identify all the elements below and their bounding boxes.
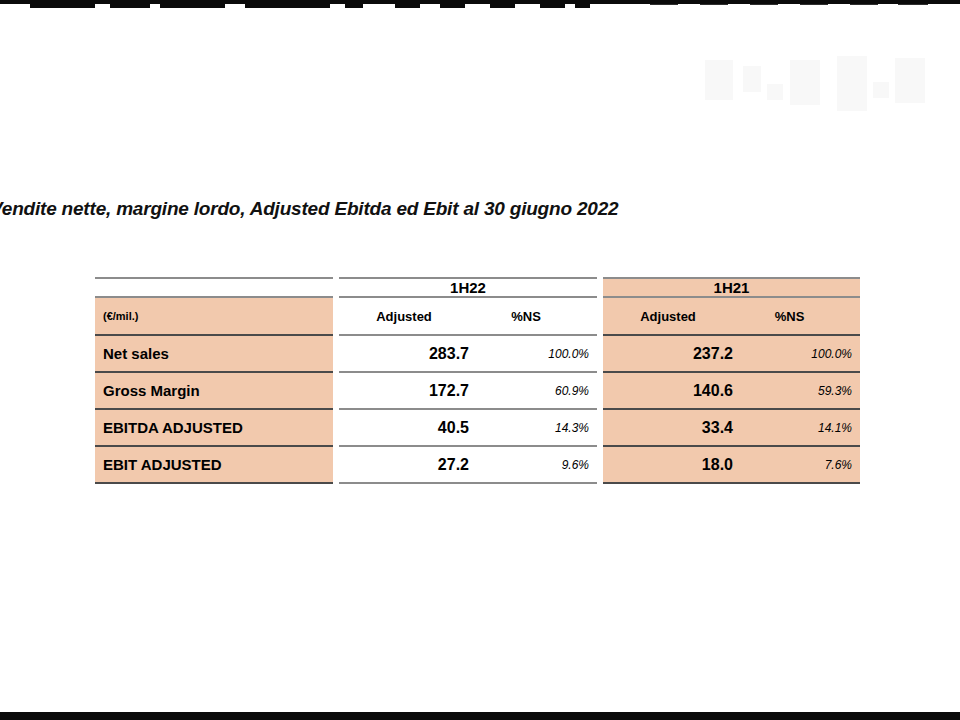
bottom-crop-bar [0,712,960,720]
table-row: 237.2 100.0% [603,336,860,373]
table-row: 27.2 9.6% [339,447,597,484]
top-crop-mark [160,3,225,8]
adjusted-value-1h21: 140.6 [603,382,733,400]
subheader-adjusted-1h22: Adjusted [339,309,469,324]
ns-value-1h21: 59.3% [733,384,860,398]
row-label: EBIT ADJUSTED [95,447,333,484]
top-crop-mark [750,3,778,5]
column-group-1h22: 1H22 [339,277,597,298]
watermark-block [873,82,889,98]
ns-value-1h21: 14.1% [733,421,860,435]
top-crop-mark [110,3,150,8]
ns-value-1h22: 100.0% [469,347,597,361]
top-crop-mark [395,3,420,8]
watermark-block [837,56,867,111]
faint-watermark [695,52,925,122]
adjusted-value-1h22: 40.5 [339,419,469,437]
financial-table: 1H22 1H21 (€/mil.) Adjusted %NS Adjusted… [95,277,860,484]
top-crop-mark [800,3,828,5]
subheader-1h21: Adjusted %NS [603,298,860,336]
ns-value-1h21: 7.6% [733,458,860,472]
row-label: Gross Margin [95,373,333,410]
top-crop-mark [345,3,363,8]
watermark-block [790,60,820,105]
adjusted-value-1h21: 237.2 [603,345,733,363]
row-label: Net sales [95,336,333,373]
top-crop-mark [650,3,678,5]
top-crop-mark [30,3,95,8]
column-group-1h21: 1H21 [603,277,860,298]
subheader-ns-1h21: %NS [733,309,860,324]
ns-value-1h22: 14.3% [469,421,597,435]
ns-value-1h22: 60.9% [469,384,597,398]
top-crop-mark [540,3,565,8]
top-crop-mark [700,3,728,5]
table-row: 283.7 100.0% [339,336,597,373]
table-row: 33.4 14.1% [603,410,860,447]
page-title: Vendite nette, margine lordo, Adjusted E… [0,198,618,220]
top-crop-mark [850,3,878,5]
subheader-adjusted-1h21: Adjusted [603,309,733,324]
table-row: 172.7 60.9% [339,373,597,410]
top-crop-mark [440,3,465,8]
table-row: 140.6 59.3% [603,373,860,410]
adjusted-value-1h22: 283.7 [339,345,469,363]
adjusted-value-1h21: 33.4 [603,419,733,437]
adjusted-value-1h21: 18.0 [603,456,733,474]
top-crop-mark [575,3,590,8]
ns-value-1h21: 100.0% [733,347,860,361]
watermark-block [705,60,733,100]
top-crop-mark [490,3,515,8]
slide-canvas: Vendite nette, margine lordo, Adjusted E… [0,0,960,720]
watermark-block [895,58,925,103]
subheader-ns-1h22: %NS [469,309,597,324]
watermark-block [767,84,783,100]
top-crop-mark [245,3,330,8]
top-crop-mark [898,3,928,5]
adjusted-value-1h22: 27.2 [339,456,469,474]
table-row: 40.5 14.3% [339,410,597,447]
ns-value-1h22: 9.6% [469,458,597,472]
unit-label: (€/mil.) [95,298,333,336]
table-corner-header [95,277,333,298]
adjusted-value-1h22: 172.7 [339,382,469,400]
table-row: 18.0 7.6% [603,447,860,484]
subheader-1h22: Adjusted %NS [339,298,597,336]
row-label: EBITDA ADJUSTED [95,410,333,447]
watermark-block [743,66,761,92]
